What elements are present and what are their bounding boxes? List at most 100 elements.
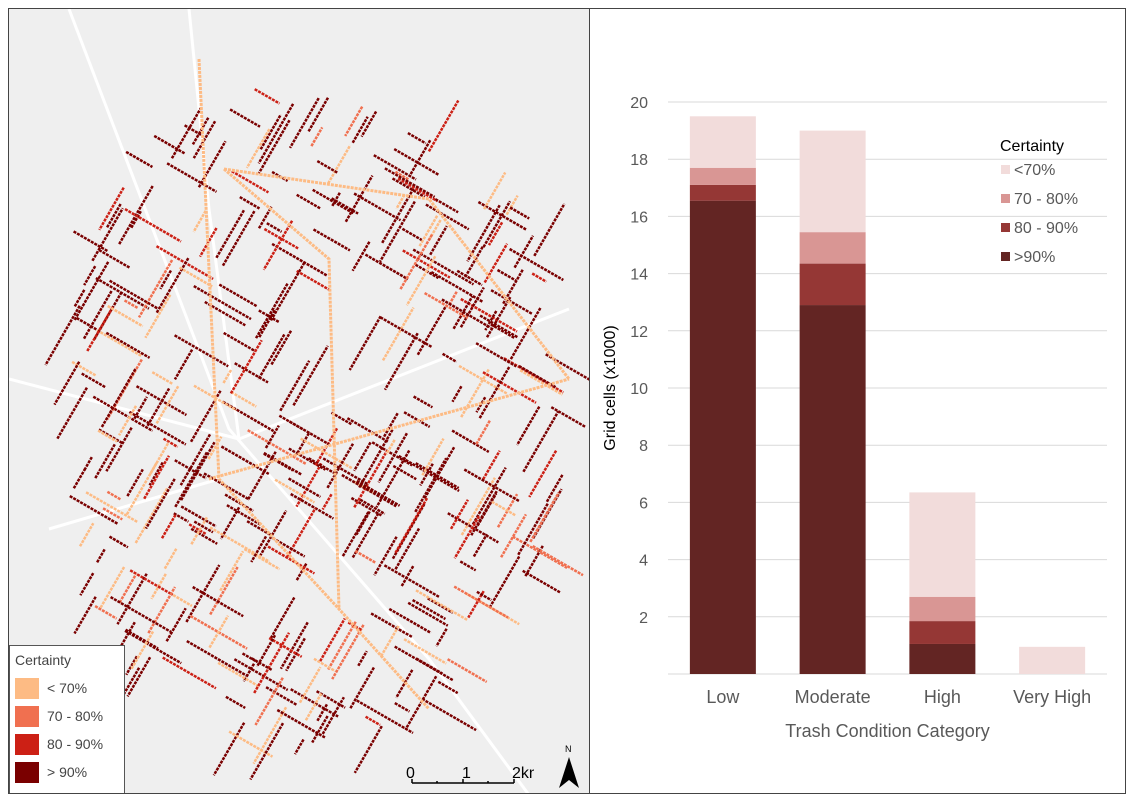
street-segment [130,630,155,670]
map-legend-item: 70 - 80% [15,702,119,730]
street-segment [311,715,329,744]
street-segment [288,97,320,149]
street-segment [531,272,547,283]
street-segment [92,395,154,432]
street-segment [98,186,125,231]
street-segment [341,473,397,508]
street-segment [91,207,124,262]
street-segment [487,221,504,246]
street-segment [472,533,488,558]
street-segment [456,269,483,287]
map-legend: Certainty < 70% 70 - 80% 80 - 90% > 90% [9,645,125,793]
street-segment [513,235,535,269]
street-segment [193,285,252,321]
street-segment [285,637,306,672]
chart-legend-label: 80 - 90% [1014,220,1078,237]
street-segment [326,621,357,671]
street-segment [215,209,245,259]
street-segment [288,420,330,446]
street-segment [381,188,415,244]
street-segment [312,228,351,252]
street-segment [288,447,327,471]
bar-segment [799,263,866,306]
legend-swatch [15,733,39,755]
street-segment [412,248,475,286]
street-segment [245,128,271,169]
street-segment [290,492,335,520]
street-segment [170,107,202,159]
street-segment [250,535,268,563]
street-segment [72,230,109,253]
street-segment [279,360,311,412]
street-segment [411,599,447,621]
street-segment [379,316,433,348]
street-segment [508,247,564,282]
x-tick-label: Very High [1013,687,1091,707]
street-segment [153,134,186,155]
bar-segment [689,116,756,168]
street-segment [470,490,498,536]
street-segment [191,117,210,146]
street-segment [330,192,341,208]
street-segment [269,261,306,322]
street-segment [100,368,137,428]
street-segment [359,498,386,515]
street-segment [229,108,261,128]
street-segment [418,214,439,247]
street-segment [128,410,187,446]
street-segment [255,634,277,668]
street-segment [226,504,262,526]
street-segment [355,510,371,536]
street-segment [295,462,323,508]
bar-segment [689,184,756,201]
street-segment [106,203,122,229]
street-segment [491,500,516,517]
street-segment [81,372,107,389]
street-segment [505,194,519,216]
street-segment [224,493,254,512]
street-segment [349,665,376,709]
street-segment [262,220,294,271]
street-segment [221,210,256,268]
street-segment [319,617,346,662]
street-segment [95,277,150,310]
street-segment [270,329,293,366]
street-segment [98,249,131,269]
street-segment [69,495,119,526]
street-segment [230,391,257,408]
street-segment [179,433,212,486]
street-segment [533,203,566,257]
street-segment [155,257,190,314]
street-segment [545,474,564,503]
legend-swatch [15,761,39,783]
street-segment [192,210,207,233]
street-segment [229,339,263,395]
street-segment [464,592,520,626]
street-segment [123,299,139,310]
street-segment [351,116,369,144]
street-segment [144,478,176,530]
street-segment [398,454,460,492]
street-segment [83,265,97,286]
chart-legend-swatch [1001,223,1010,232]
street-segment [82,289,114,340]
street-segment [186,640,248,677]
map-legend-item: > 90% [15,758,119,786]
street-segment [395,194,406,210]
street-segment [381,306,415,362]
street-segment [483,243,509,284]
street-segment [71,360,97,377]
certainty-map: Certainty < 70% 70 - 80% 80 - 90% > 90% 0 1… [8,8,590,794]
street-segment [290,688,339,718]
street-segment [263,452,294,472]
street-segment [404,675,438,731]
street-segment [399,233,434,291]
street-segment [296,431,311,454]
street-segment [407,132,427,145]
street-segment [94,605,118,620]
street-segment [257,206,273,229]
street-segment [384,167,436,199]
chart-legend-swatch [1001,194,1010,203]
north-arrow-icon: N [559,744,579,788]
